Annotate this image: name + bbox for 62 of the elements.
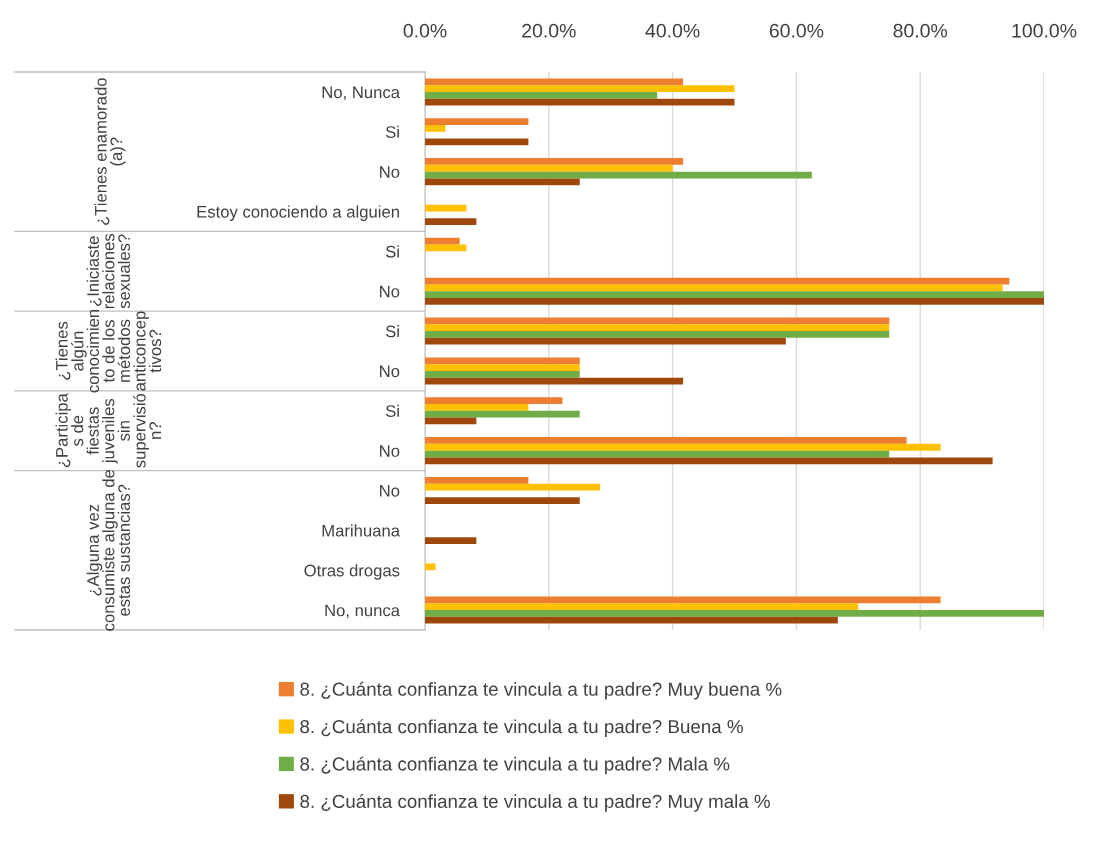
y-tick-label: No bbox=[380, 445, 400, 457]
text: ¿Tienes enamorado (a)? bbox=[94, 78, 126, 225]
bar bbox=[425, 483, 601, 491]
bar bbox=[425, 284, 1003, 292]
y-tick-label: No bbox=[380, 285, 400, 298]
y-tick-label: No, Nunca bbox=[322, 86, 400, 101]
x-tick-label: 40.0% bbox=[645, 23, 700, 38]
bar bbox=[425, 78, 684, 86]
bar bbox=[425, 397, 563, 405]
bar bbox=[425, 297, 1044, 305]
y-tick-label: Estoy conociendo a alguien bbox=[197, 205, 399, 221]
bar bbox=[425, 218, 477, 226]
y-tick-label: No, nunca bbox=[325, 604, 400, 619]
bar bbox=[425, 337, 786, 345]
text: ¿Participas de fiestas juveniles sin supervisión? bbox=[55, 393, 162, 468]
bar bbox=[425, 457, 993, 465]
y-tick-label: No bbox=[380, 365, 400, 378]
bar bbox=[425, 537, 477, 544]
bar bbox=[425, 610, 1044, 617]
bar bbox=[425, 125, 446, 132]
bar bbox=[425, 497, 580, 505]
y-tick-label: Marihuana bbox=[322, 524, 401, 537]
y-tick-label: Si bbox=[385, 404, 399, 417]
bar bbox=[425, 404, 529, 411]
bar bbox=[425, 437, 907, 444]
y-tick-label: Si bbox=[385, 325, 399, 338]
x-tick-label: 0.0% bbox=[403, 23, 447, 38]
bar bbox=[425, 616, 838, 624]
bar bbox=[425, 291, 1044, 298]
bar bbox=[425, 331, 890, 338]
bar bbox=[425, 91, 658, 99]
bar bbox=[425, 370, 580, 378]
bar bbox=[425, 118, 529, 126]
bar bbox=[425, 324, 890, 332]
bar bbox=[425, 237, 460, 245]
legend-label: 8. ¿Cuánta confianza te vincula a tu padre? Mala % bbox=[300, 756, 730, 775]
legend-label: 8. ¿Cuánta confianza te vincula a tu padre? Muy buena % bbox=[300, 681, 782, 700]
y-tick-label: Si bbox=[385, 125, 399, 138]
bar bbox=[425, 603, 859, 611]
bar bbox=[425, 357, 580, 365]
legend-label: 8. ¿Cuánta confianza te vincula a tu padre? Muy mala % bbox=[300, 794, 770, 812]
bar bbox=[425, 476, 529, 484]
bar bbox=[425, 85, 735, 92]
text: ¿Tienes algún conocimiento de los métodos anticonceptivos? bbox=[55, 309, 162, 393]
x-tick-label: 20.0% bbox=[522, 23, 576, 38]
bar bbox=[425, 158, 684, 165]
bar bbox=[425, 563, 436, 571]
bar bbox=[425, 410, 580, 418]
bar bbox=[425, 178, 580, 186]
text: ¿Iniciaste relaciones sexuales? bbox=[86, 233, 131, 309]
x-tick-label: 60.0% bbox=[769, 23, 824, 38]
y-tick-label: No bbox=[380, 485, 400, 497]
bar bbox=[425, 364, 580, 371]
x-tick-label: 100.0% bbox=[1012, 23, 1077, 38]
y-tick-label: No bbox=[380, 166, 400, 178]
text: ¿Alguna vez consumiste alguna de estas sustancias? bbox=[86, 469, 131, 631]
x-tick-label: 80.0% bbox=[893, 23, 948, 38]
bar bbox=[425, 164, 673, 172]
legend-label: 8. ¿Cuánta confianza te vincula a tu padre? Buena % bbox=[300, 719, 743, 737]
bar bbox=[425, 443, 941, 451]
y-tick-label: Si bbox=[385, 245, 399, 258]
y-tick-label: Otras drogas bbox=[304, 564, 400, 580]
